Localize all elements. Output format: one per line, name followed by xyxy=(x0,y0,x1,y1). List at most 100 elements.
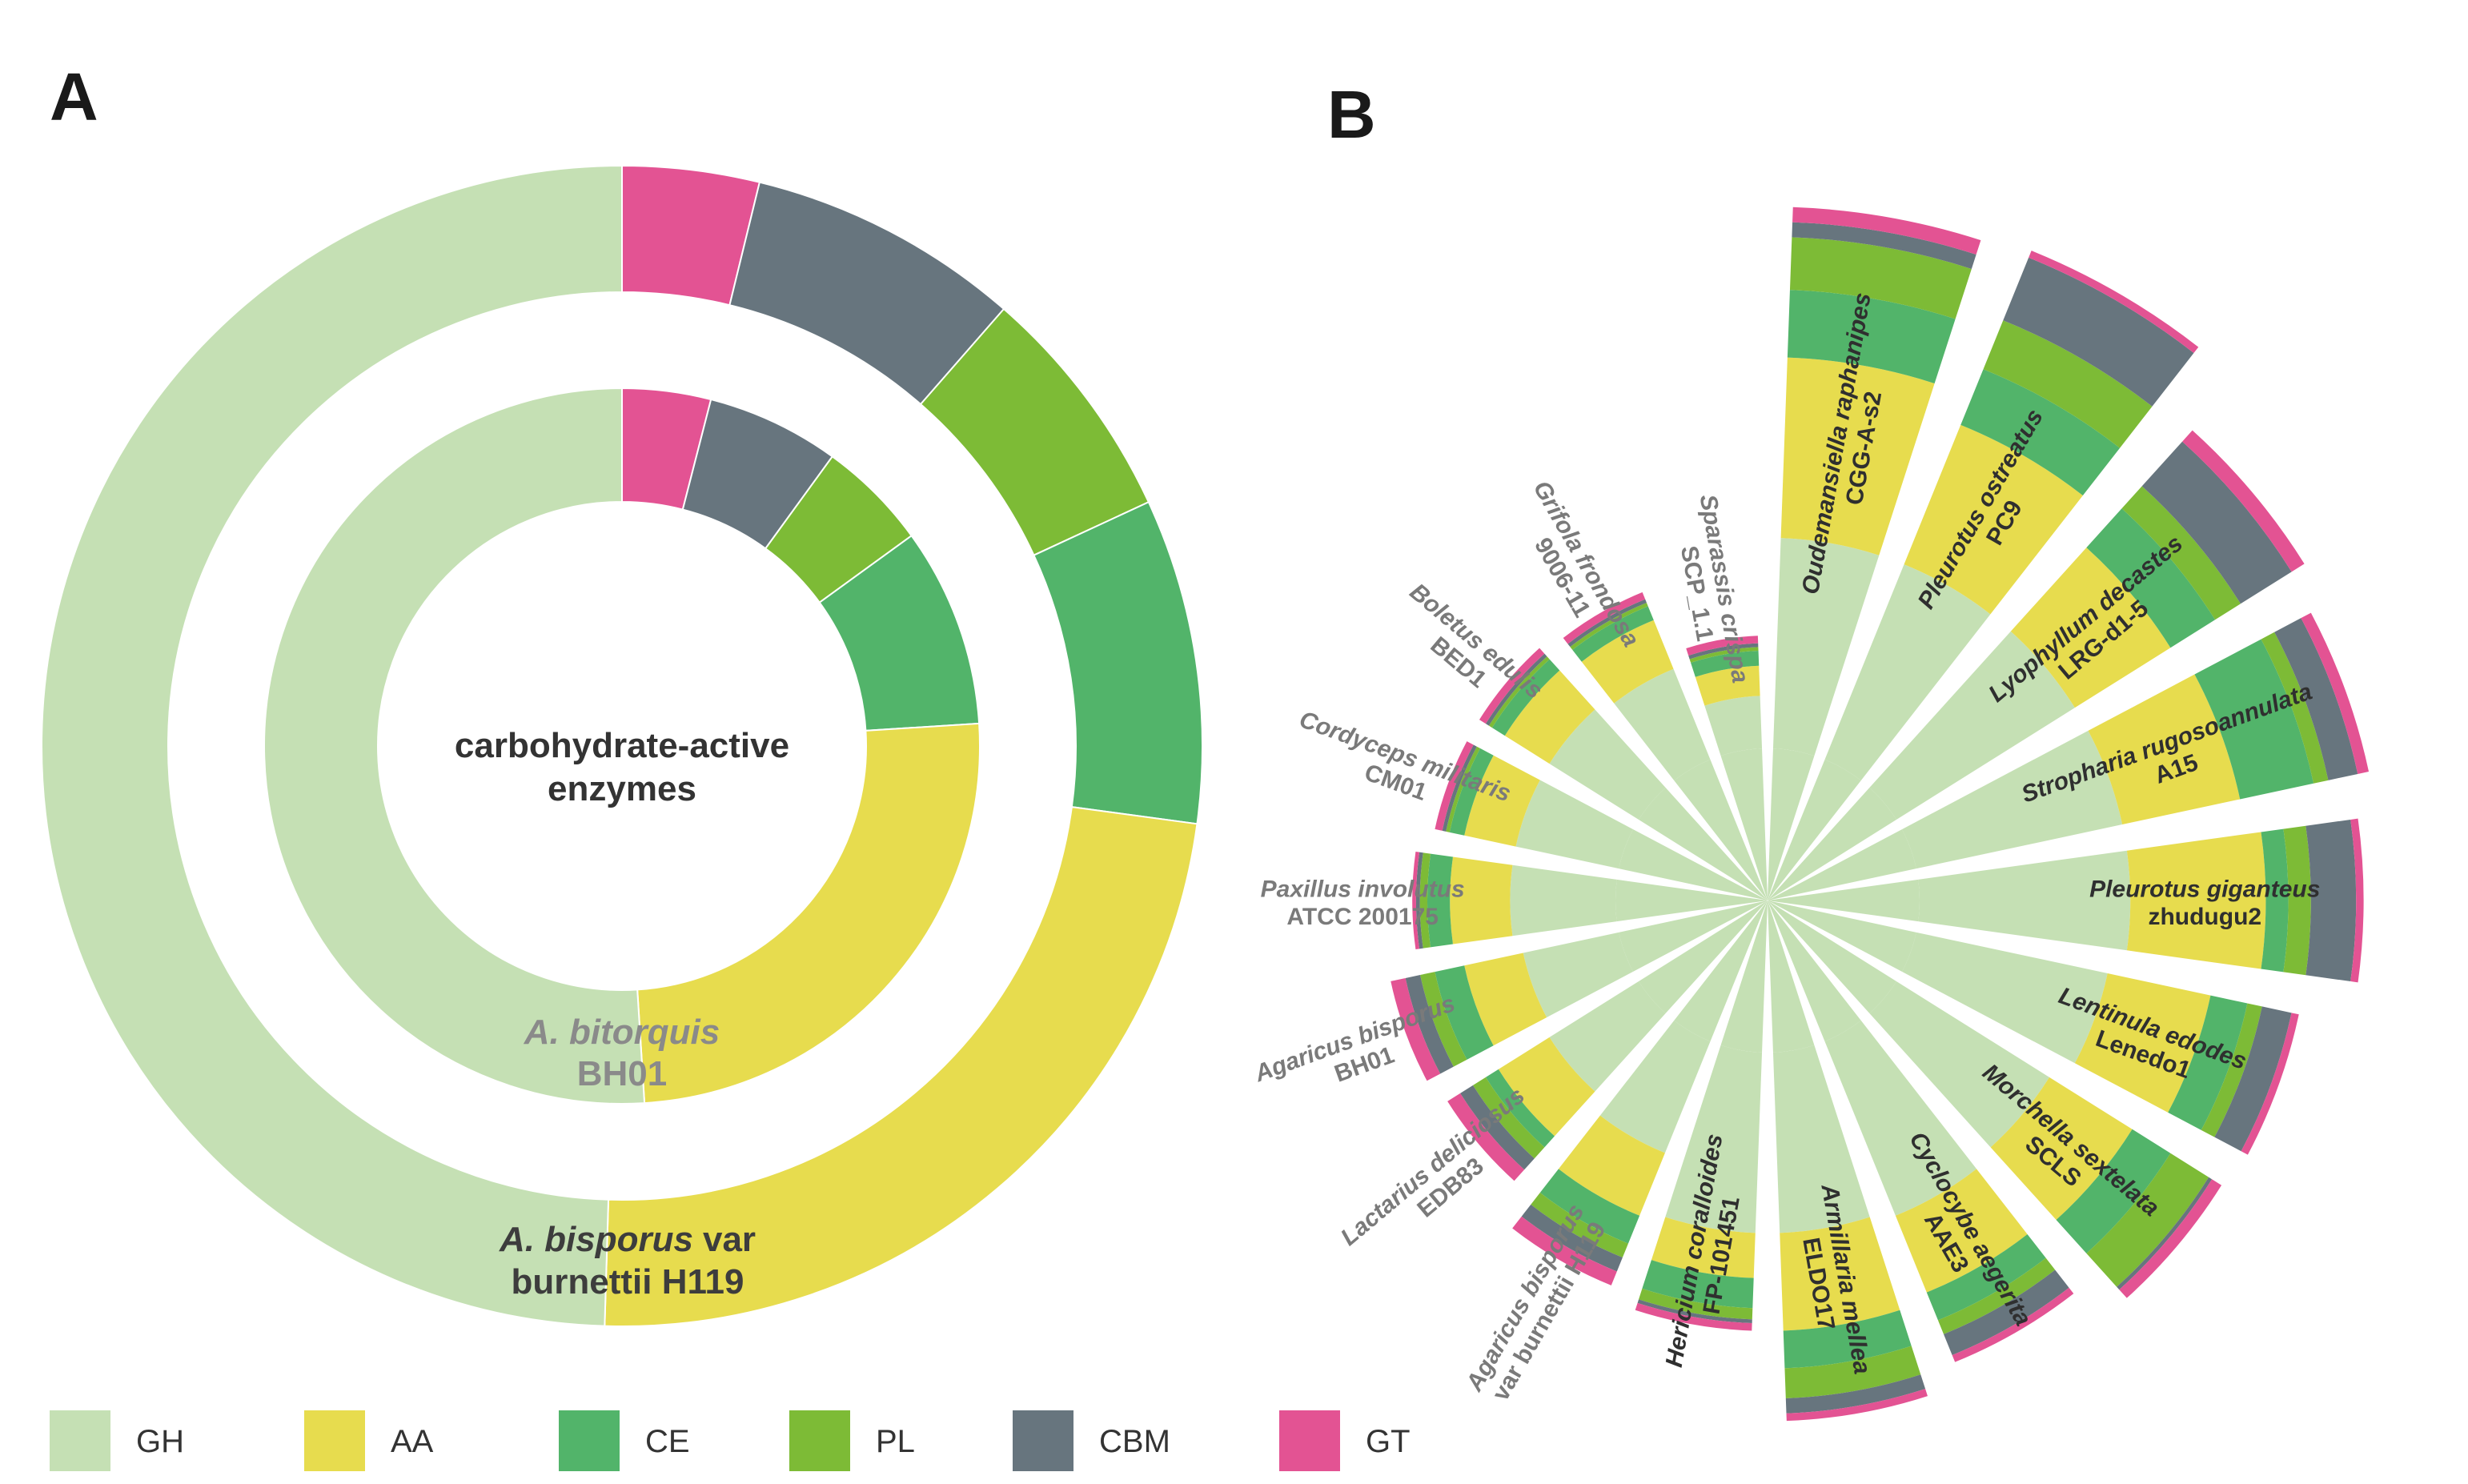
radial-bar-cyclocybe-aegerita-aae3 xyxy=(1768,900,2074,1362)
radial-segment-gh xyxy=(1869,631,2075,820)
panel-b-radial-bars: Oudemansiella raphanipesCGG-A-s2 Pleurotu… xyxy=(1250,207,2370,1422)
radial-segment-pl xyxy=(1531,1193,1628,1258)
radial-segment-ce xyxy=(1427,853,1453,948)
radial-segment-cbm xyxy=(1485,653,1547,726)
radial-segment-ce xyxy=(1491,659,1560,736)
radial-segment-gt xyxy=(1792,207,1981,255)
radial-bar-pleurotus-giganteus-zhudugu2 xyxy=(1768,818,2364,983)
legend-item-aa: AA xyxy=(304,1410,434,1471)
radial-segment-gh xyxy=(1665,1045,1763,1233)
radial-segment-pl xyxy=(2201,1003,2262,1137)
radial-segment-ce xyxy=(2086,508,2216,648)
radial-segment-gh xyxy=(1549,709,1666,820)
radial-segment-ce xyxy=(1691,651,1760,677)
radial-core-slice xyxy=(1768,759,1861,900)
radial-segment-cbm xyxy=(1785,1374,1926,1414)
radial-segment-gh xyxy=(1704,696,1763,756)
radial-core-slice xyxy=(1615,879,1768,922)
radial-segment-gt xyxy=(2350,818,2364,983)
legend-item-ce: CE xyxy=(559,1410,690,1471)
outer-ring xyxy=(40,164,1203,1328)
radial-segment-aa xyxy=(1904,424,2083,615)
radial-segment-gh xyxy=(1772,1045,1870,1233)
legend-swatch-pl xyxy=(789,1410,850,1471)
radial-segment-cbm xyxy=(1415,852,1423,949)
radial-segment-gt xyxy=(1512,1216,1617,1285)
outer-ring-label-var: var xyxy=(703,1220,756,1259)
outer-ring-segment-gh xyxy=(40,164,623,1327)
radial-bar-lactarius-deliciosus-edb83 xyxy=(1447,900,1768,1181)
radial-segment-pl xyxy=(1473,1077,1545,1159)
radial-segment-cbm xyxy=(1521,1204,1623,1272)
radial-segment-gt xyxy=(1952,1287,2074,1362)
radial-bar-oudemansiella-raphanipes-cgg-a-s2 xyxy=(1768,207,1981,900)
radial-segment-cbm xyxy=(1792,222,1976,269)
radial-segment-gh xyxy=(1599,1020,1711,1153)
radial-segment-aa xyxy=(1558,1115,1665,1216)
radial-segment-ce xyxy=(2056,1129,2171,1253)
radial-segment-gh xyxy=(1824,564,1991,781)
radial-segment-pl xyxy=(1784,1346,1921,1398)
radial-segment-gh xyxy=(1901,932,2108,1064)
radial-segment-aa xyxy=(1498,1037,1595,1137)
legend-label-cbm: CBM xyxy=(1099,1424,1170,1459)
radial-segment-cbm xyxy=(1567,599,1647,648)
radial-segment-gh xyxy=(1772,538,1880,756)
radial-segment-gt xyxy=(2241,1013,2299,1155)
radial-segment-gh xyxy=(1515,780,1634,869)
radial-segment-pl xyxy=(1983,320,2153,448)
radial-segment-gt xyxy=(1686,636,1759,656)
species-strain: zhudugu2 xyxy=(2148,904,2261,930)
legend-swatch-aa xyxy=(304,1410,365,1471)
radial-segment-aa xyxy=(2126,832,2266,969)
radial-core-slice xyxy=(1768,900,1815,1053)
radial-bar-agaricus-bisporus-var-burnettii-h119 xyxy=(1512,900,1768,1285)
legend-item-cbm: CBM xyxy=(1013,1410,1170,1471)
radial-bar-lyophyllum-decastes-lrg-d1-5 xyxy=(1768,430,2305,900)
inner-ring-label-species: A. bitorquis xyxy=(524,1013,720,1052)
radial-segment-pl xyxy=(2121,486,2241,620)
radial-segment-cbm xyxy=(1405,975,1454,1074)
radial-segment-aa xyxy=(1464,755,1540,847)
radial-bar-stropharia-rugosoannulata-a15 xyxy=(1768,612,2370,900)
radial-segment-gt xyxy=(2119,1179,2222,1298)
radial-segment-pl xyxy=(1446,746,1481,832)
radial-segment-cbm xyxy=(2003,257,2194,407)
radial-segment-gh xyxy=(1523,932,1634,1018)
radial-core-slice xyxy=(1768,748,1815,900)
radial-segment-pl xyxy=(1419,852,1431,949)
radial-segment-gt xyxy=(2301,612,2370,774)
radial-segment-pl xyxy=(1789,237,1972,319)
radial-segment-aa xyxy=(2088,674,2241,825)
radial-bar-grifola-frondosa-9006-11 xyxy=(1563,592,1768,900)
radial-segment-cbm xyxy=(1944,1269,2069,1355)
radial-segment-gt xyxy=(2029,251,2199,354)
radial-segment-cbm xyxy=(2117,1177,2213,1290)
radial-segment-pl xyxy=(2086,1153,2209,1287)
radial-segment-cbm xyxy=(1460,1085,1535,1170)
radial-segment-gh xyxy=(1918,850,2131,951)
radial-core-slice xyxy=(1619,900,1768,972)
species-label-paxillus-involutus-atcc-200175: Paxillus involutus ATCC 200175 xyxy=(1261,876,1465,931)
radial-segment-gh xyxy=(1549,981,1666,1092)
legend-swatch-ce xyxy=(559,1410,620,1471)
radial-segment-pl xyxy=(1488,656,1550,728)
radial-segment-cbm xyxy=(2141,441,2292,604)
species-label-text: Paxillus involutus ATCC 200175 xyxy=(1261,876,1465,931)
radial-segment-aa xyxy=(2010,547,2171,708)
radial-segment-aa xyxy=(1895,1169,2028,1293)
radial-bars xyxy=(1391,207,2370,1422)
radial-segment-gh xyxy=(1824,1020,1977,1216)
radial-core-slice xyxy=(1639,788,1768,900)
radial-core-slice xyxy=(1720,748,1768,900)
legend-swatch-gt xyxy=(1279,1410,1340,1471)
radial-segment-gt xyxy=(2182,430,2305,572)
radial-core-slice xyxy=(1720,900,1768,1053)
legend-label-pl: PL xyxy=(876,1424,915,1459)
radial-segment-pl xyxy=(1689,647,1759,663)
radial-segment-ce xyxy=(1539,1169,1640,1244)
donut-center-title-line1: carbohydrate-active xyxy=(455,726,789,765)
radial-segment-ce xyxy=(2168,995,2248,1130)
radial-segment-pl xyxy=(1570,602,1648,650)
